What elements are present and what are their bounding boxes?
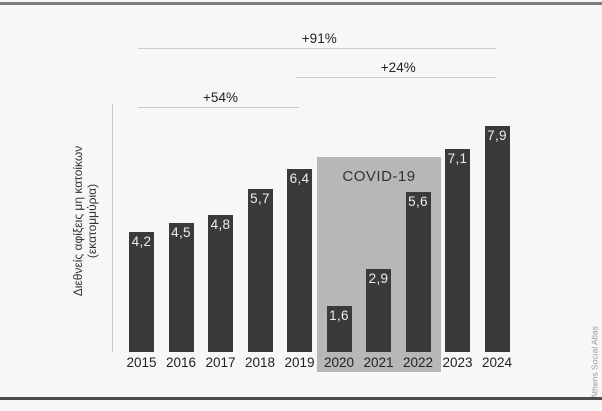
growth-annotation-label-2015-2019: +54% [203,90,238,105]
bar-value-label-2021: 2,9 [368,271,389,286]
y-axis-label-line1: Διεθνείς αφίξεις μη κατοίκων [71,145,85,297]
bar-2016: 4,5 [168,223,194,352]
bar-2015: 4,2 [129,232,154,352]
bar-2022: 5,6 [405,192,431,352]
growth-annotation-line-2015-2024 [137,48,496,49]
bar-value-label-2022: 5,6 [408,194,428,209]
bar-value-label-2016: 4,5 [171,225,191,240]
top-divider-rule [0,2,602,5]
credit-text: Athens Social Atlas [589,326,600,399]
x-tick-label-2024: 2024 [481,355,513,370]
bottom-divider-rule [0,397,602,400]
bar-value-label-2015: 4,2 [131,234,152,249]
bar-value-label-2017: 4,8 [210,217,231,232]
growth-annotation-label-2019-2024: +24% [380,60,416,75]
x-tick-label-2021: 2021 [363,355,394,370]
x-tick-label-2017: 2017 [205,355,236,370]
bar-2024: 7,9 [484,126,510,352]
x-tick-label-2023: 2023 [442,355,473,370]
x-tick-label-2019: 2019 [284,355,315,370]
y-axis-line [112,104,113,352]
growth-annotation-label-2015-2024: +91% [301,31,337,46]
growth-annotation-line-2019-2024 [295,77,496,78]
y-axis-label: Διεθνείς αφίξεις μη κατοίκων (εκατομμύρι… [71,136,99,306]
x-tick-label-2015: 2015 [126,355,157,370]
bar-2020: 1,6 [326,306,352,352]
bar-2017: 4,8 [208,215,233,352]
x-tick-label-2020: 2020 [323,355,355,370]
x-tick-label-2016: 2016 [165,355,197,370]
x-tick-label-2018: 2018 [244,355,276,370]
covid-region-label: COVID-19 [342,168,416,185]
bar-2023: 7,1 [445,149,470,352]
bar-value-label-2023: 7,1 [447,151,468,166]
y-axis-label-line2: (εκατομμύρια) [85,183,99,259]
bar-value-label-2024: 7,9 [487,128,507,143]
bar-2019: 6,4 [287,169,312,352]
bar-2021: 2,9 [366,269,391,352]
growth-annotation-line-2015-2019 [137,107,299,108]
x-tick-label-2022: 2022 [402,355,434,370]
bar-2018: 5,7 [247,189,273,352]
bar-value-label-2020: 1,6 [329,308,349,323]
bar-value-label-2018: 5,7 [250,191,270,206]
bar-value-label-2019: 6,4 [289,171,310,186]
